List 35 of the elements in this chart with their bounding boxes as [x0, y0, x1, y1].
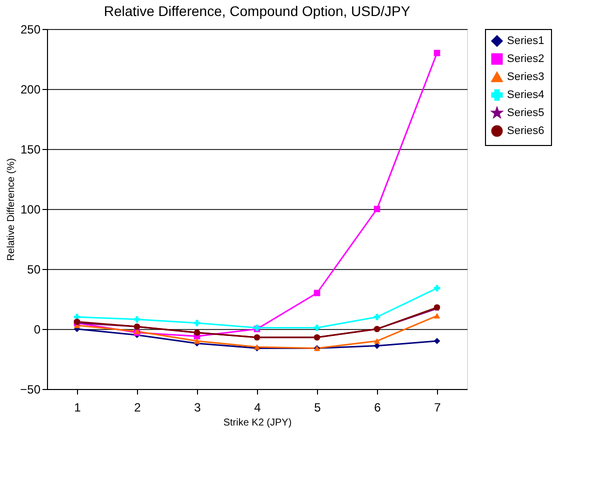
legend-label: Series3 — [507, 71, 544, 83]
x-tick-label: 7 — [434, 400, 442, 414]
point — [134, 316, 140, 323]
point — [434, 50, 440, 56]
chart-title: Relative Difference, Compound Option, USD/JPY — [104, 3, 411, 19]
x-tick-label: 5 — [314, 400, 322, 414]
y-tick-label: 150 — [20, 142, 41, 156]
point — [194, 338, 200, 344]
x-tick-label: 2 — [134, 400, 142, 414]
point — [374, 338, 380, 344]
x-axis-title: Strike K2 (JPY) — [223, 418, 292, 428]
y-tick-label: 200 — [20, 82, 41, 96]
y-tick-label: −50 — [20, 382, 41, 396]
y-tick-label: 100 — [20, 202, 41, 216]
x-tick-label: 4 — [254, 400, 262, 414]
legend-label: Series4 — [507, 89, 544, 101]
point — [374, 206, 380, 212]
x-tick-label: 6 — [374, 400, 382, 414]
y-axis-title: Relative Difference (%) — [6, 158, 18, 261]
x-tick-label: 1 — [74, 400, 82, 414]
point — [434, 285, 440, 292]
legend-label: Series2 — [507, 53, 544, 65]
point — [314, 290, 320, 296]
point — [314, 324, 320, 331]
legend-label: Series5 — [507, 107, 544, 119]
point — [434, 313, 440, 319]
legend-label: Series1 — [507, 35, 544, 47]
point — [374, 314, 380, 320]
point — [434, 338, 440, 344]
y-tick-label: 50 — [27, 262, 41, 276]
x-tick-label: 3 — [194, 400, 202, 414]
legend-label: Series6 — [507, 125, 544, 137]
y-tick-label: 0 — [34, 322, 41, 336]
point — [194, 320, 200, 326]
y-tick-label: 250 — [20, 22, 41, 36]
